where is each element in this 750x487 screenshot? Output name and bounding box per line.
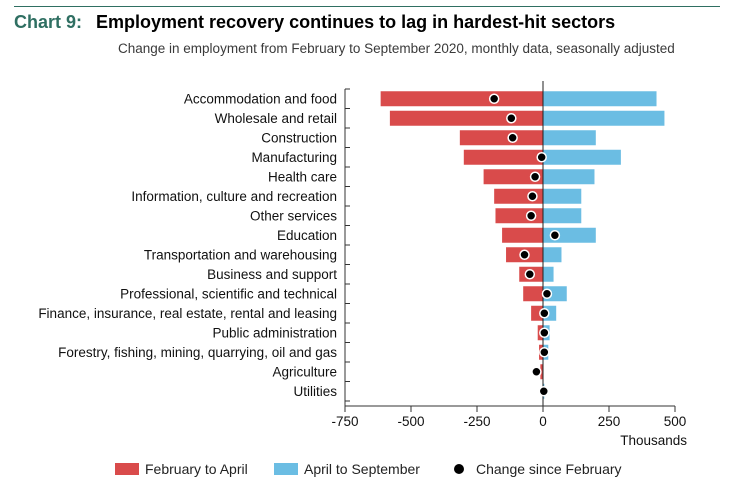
legend-swatch-apr-sep (274, 463, 298, 475)
chart-subtitle: Change in employment from February to Se… (118, 41, 675, 56)
category-label: Health care (268, 169, 337, 184)
x-tick-label: -500 (397, 414, 424, 429)
x-tick-label: -750 (331, 414, 358, 429)
chart-title-text: Employment recovery continues to lag in … (96, 12, 616, 32)
category-label: Business and support (207, 267, 337, 282)
legend-swatch-feb-apr (115, 463, 139, 475)
change-dot (506, 113, 517, 124)
bar-apr-sep (543, 188, 582, 204)
change-dot (539, 327, 550, 338)
bar-apr-sep (543, 110, 665, 126)
category-label: Agriculture (272, 364, 337, 379)
legend: February to April April to September Cha… (0, 461, 750, 481)
x-tick-label: 500 (664, 414, 687, 429)
change-dot (519, 249, 530, 260)
category-label: Public administration (212, 325, 337, 340)
change-dot (539, 308, 550, 319)
bar-apr-sep (543, 169, 595, 185)
x-tick-label: -250 (463, 414, 490, 429)
bar-feb-apr (531, 305, 543, 321)
category-label: Accommodation and food (184, 91, 337, 106)
change-dot (525, 210, 537, 221)
x-tick-label: 250 (598, 414, 621, 429)
change-dot (507, 132, 518, 143)
category-label: Professional, scientific and technical (120, 286, 337, 301)
change-dot (524, 269, 536, 280)
change-dot (488, 93, 500, 104)
x-axis-label: Thousands (620, 433, 687, 448)
bar-feb-apr (389, 110, 543, 126)
bar-apr-sep (543, 266, 554, 282)
category-label: Other services (250, 208, 337, 223)
category-label: Transportation and warehousing (144, 247, 337, 262)
category-label: Forestry, fishing, mining, quarrying, oi… (58, 345, 337, 360)
category-label: Education (277, 228, 337, 243)
bar-feb-apr (523, 286, 543, 302)
category-label: Information, culture and recreation (131, 189, 337, 204)
bar-apr-sep (543, 208, 582, 224)
chart-title: Chart 9: Employment recovery continues to… (14, 12, 615, 33)
bar-feb-apr (540, 364, 543, 380)
bar-feb-apr (483, 169, 543, 185)
bar-feb-apr (459, 130, 543, 146)
bar-apr-sep (543, 247, 562, 263)
legend-label-apr-sep: April to September (304, 461, 420, 477)
top-rule (14, 6, 720, 7)
chart-number: Chart 9: (14, 12, 83, 32)
bar-feb-apr (380, 91, 543, 107)
bar-apr-sep (543, 149, 621, 165)
change-dot (541, 288, 553, 299)
legend-dot-change (454, 464, 464, 474)
bar-apr-sep (543, 91, 657, 107)
change-dot (536, 152, 547, 163)
category-label: Finance, insurance, real estate, rental … (38, 306, 337, 321)
bar-feb-apr (502, 227, 543, 243)
change-dot (527, 191, 538, 202)
change-dot (529, 171, 541, 182)
bar-feb-apr (463, 149, 543, 165)
change-dot (531, 366, 542, 377)
bar-apr-sep (543, 130, 596, 146)
x-tick-label: 0 (539, 414, 547, 429)
legend-label-feb-apr: February to April (145, 461, 248, 477)
legend-item-apr-sep: April to September (274, 461, 420, 477)
category-label: Manufacturing (251, 150, 337, 165)
legend-item-feb-apr: February to April (115, 461, 248, 477)
legend-item-change: Change since February (448, 461, 622, 477)
legend-label-change: Change since February (476, 461, 622, 477)
category-label: Wholesale and retail (215, 111, 337, 126)
change-dot (538, 386, 550, 397)
change-dot (539, 347, 550, 358)
category-label: Utilities (293, 384, 337, 399)
category-label: Construction (261, 130, 337, 145)
change-dot (549, 230, 561, 241)
